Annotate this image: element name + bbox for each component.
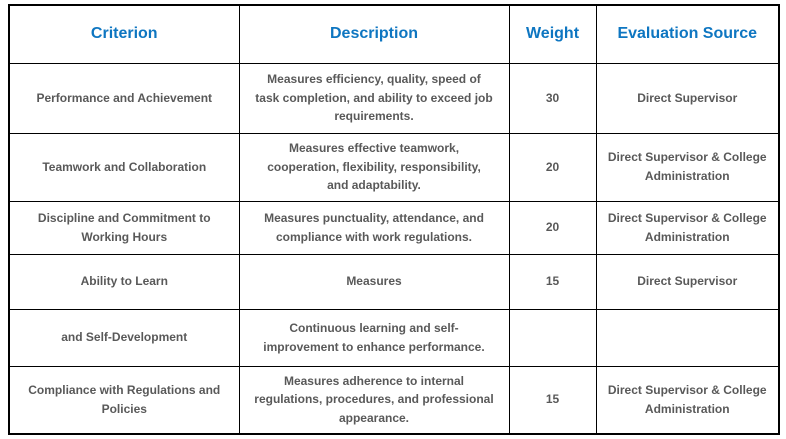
header-cell-evaluation-source: Evaluation Source — [595, 4, 780, 64]
cell-description: Measures — [238, 253, 510, 310]
cell-criterion: Teamwork and Collaboration — [8, 132, 240, 202]
cell-evaluation-source: Direct Supervisor & College Administrati… — [595, 132, 780, 202]
header-cell-weight: Weight — [508, 4, 597, 64]
cell-criterion: Discipline and Commitment to Working Hou… — [8, 200, 240, 255]
table-row: Compliance with Regulations and Policies… — [8, 365, 780, 435]
cell-evaluation-source — [595, 308, 780, 367]
cell-criterion: Performance and Achievement — [8, 62, 240, 134]
cell-description: Measures effective teamwork, cooperation… — [238, 132, 510, 202]
cell-evaluation-source: Direct Supervisor — [595, 253, 780, 310]
cell-description: Measures efficiency, quality, speed of t… — [238, 62, 510, 134]
table-row: Ability to Learn Measures 15 Direct Supe… — [8, 253, 780, 310]
cell-weight: 15 — [508, 253, 597, 310]
evaluation-criteria-table: Criterion Description Weight Evaluation … — [8, 4, 780, 435]
table-row: Teamwork and Collaboration Measures effe… — [8, 132, 780, 202]
cell-evaluation-source: Direct Supervisor — [595, 62, 780, 134]
cell-description: Continuous learning and self- improvemen… — [238, 308, 510, 367]
cell-criterion: Ability to Learn — [8, 253, 240, 310]
cell-description: Measures punctuality, attendance, and co… — [238, 200, 510, 255]
cell-description: Measures adherence to internal regulatio… — [238, 365, 510, 435]
cell-evaluation-source: Direct Supervisor & College Administrati… — [595, 365, 780, 435]
cell-weight — [508, 308, 597, 367]
cell-criterion: and Self-Development — [8, 308, 240, 367]
cell-weight: 20 — [508, 200, 597, 255]
table-row: Discipline and Commitment to Working Hou… — [8, 200, 780, 255]
evaluation-criteria-table-container: Criterion Description Weight Evaluation … — [8, 4, 780, 435]
cell-weight: 30 — [508, 62, 597, 134]
header-cell-description: Description — [238, 4, 510, 64]
table-row: Performance and Achievement Measures eff… — [8, 62, 780, 134]
cell-evaluation-source: Direct Supervisor & College Administrati… — [595, 200, 780, 255]
table-header-row: Criterion Description Weight Evaluation … — [8, 4, 780, 64]
header-cell-criterion: Criterion — [8, 4, 240, 64]
table-row: and Self-Development Continuous learning… — [8, 308, 780, 367]
cell-criterion: Compliance with Regulations and Policies — [8, 365, 240, 435]
cell-weight: 20 — [508, 132, 597, 202]
cell-weight: 15 — [508, 365, 597, 435]
